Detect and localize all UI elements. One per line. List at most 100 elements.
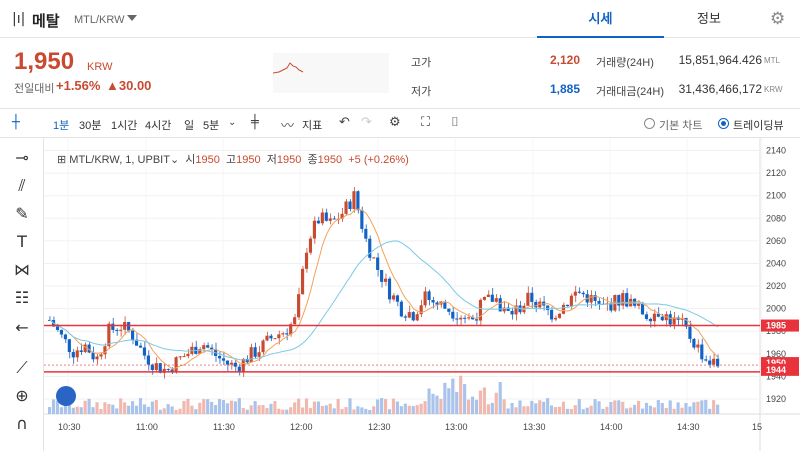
line-tool-icon[interactable]: ⊸ [15,148,29,167]
volume-bar [308,408,313,414]
change-label: 전일대비 [14,83,55,95]
legend-expand-icon[interactable]: ⊞ [57,154,67,166]
candle [463,317,467,319]
candle [150,364,154,370]
candle [328,218,332,221]
fullscreen-icon[interactable]: ⛶ [421,115,431,130]
measure-tool-icon[interactable]: ☷ [14,288,30,307]
x-tick-label: 13:30 [523,422,546,432]
text-tool-icon[interactable]: T [17,232,27,251]
crosshair-icon[interactable]: ┼ [12,115,20,130]
y-tick-label: 2120 [766,168,786,178]
candle [115,329,119,331]
candle [158,363,162,373]
tradingview-radio[interactable] [718,118,729,129]
candle [684,317,688,327]
volume-bar [585,407,589,414]
candle [71,352,75,358]
pattern-tool-icon[interactable]: ⋈ [14,260,30,279]
indicator-button[interactable]: 지표 [302,120,323,132]
camera-icon[interactable]: ⌷ [451,115,459,130]
trade-value-label: 거래대금(24H) [596,86,664,98]
candle [557,313,562,318]
interval-30m[interactable]: 30분 [79,120,102,132]
candle [245,358,249,363]
interval-1h[interactable]: 1시간 [111,120,138,132]
low-value: 1,885 [549,82,580,96]
coin-dropdown-icon[interactable] [127,15,137,21]
tradingview-label[interactable]: 트레이딩뷰 [733,120,784,132]
volume-bar [99,408,103,414]
tab-quote[interactable]: 시세 [537,0,664,38]
candle [617,295,621,306]
x-tick-label: 10:30 [58,422,81,432]
interval-day[interactable]: 일 [184,120,195,132]
interval-5m[interactable]: 5분 [203,120,220,132]
volume-bar [265,408,269,414]
candle [384,278,388,282]
candle [127,322,131,331]
candle [553,317,558,320]
brush-tool-icon[interactable]: ✎ [15,204,29,223]
candle-type-icon[interactable]: ╪ [251,115,259,130]
candle [131,330,135,340]
indicator-icon[interactable]: 〰 [281,119,295,134]
volume-bar [395,401,400,414]
settings-icon[interactable]: ⚙ [389,115,401,130]
volume-bar [672,408,676,414]
interval-1m[interactable]: 1분 [53,120,70,132]
legend-symbol[interactable]: MTL/KRW, 1, UPBIT [69,154,170,166]
volume-bar [530,400,534,414]
ruler-icon[interactable]: ⟋ [16,358,28,377]
volume-bar [300,407,305,414]
volume-value: 15,851,964.426 [678,53,762,67]
volume-bar [467,399,471,414]
volume-bar [241,407,245,414]
candle [217,355,222,359]
candle [688,326,692,339]
volume-bar [625,408,629,414]
zoom-icon[interactable]: ⊕ [15,386,29,405]
volume-bar [459,375,463,414]
volume-bar [668,400,672,414]
volume-bar [506,408,510,414]
candle [467,317,471,319]
volume-bar [494,392,498,414]
volume-bar [617,400,621,414]
legend-caret-icon[interactable]: ⌄ [169,154,180,166]
chevron-down-icon[interactable]: ⌄ [228,117,237,128]
candle [67,339,71,353]
volume-bar [688,406,692,414]
candle [474,319,479,321]
undo-icon[interactable]: ↶ [339,115,350,130]
basic-chart-radio[interactable] [644,118,655,129]
candle [534,301,538,308]
candle [225,360,230,365]
sparkline [273,53,389,93]
candle [312,220,316,239]
redo-icon[interactable]: ↷ [361,115,372,130]
price-chart[interactable]: 1920194019601980200020202040206020802100… [44,138,800,451]
volume-bar [692,402,696,414]
back-arrow-icon[interactable]: ← [15,318,29,337]
candle [273,338,277,340]
basic-chart-label[interactable]: 기본 차트 [659,120,703,132]
candle [581,292,585,295]
candle [111,323,115,330]
x-tick-label: 14:00 [600,422,623,432]
candle [364,228,368,239]
volume-bar [712,400,716,414]
volume-bar [478,390,483,414]
candle [241,358,245,373]
volume-bar [194,409,198,414]
candle [182,356,186,358]
volume-bar [217,399,222,414]
gear-icon[interactable]: ⚙ [770,9,786,29]
candle [692,338,696,348]
volume-bar [482,387,486,414]
magnet-icon[interactable]: ∩ [16,414,28,433]
interval-4h[interactable]: 4시간 [145,120,172,132]
fib-tool-icon[interactable]: ⫽ [18,176,26,195]
volume-bar [174,409,178,414]
tab-info[interactable]: 정보 [697,11,721,26]
